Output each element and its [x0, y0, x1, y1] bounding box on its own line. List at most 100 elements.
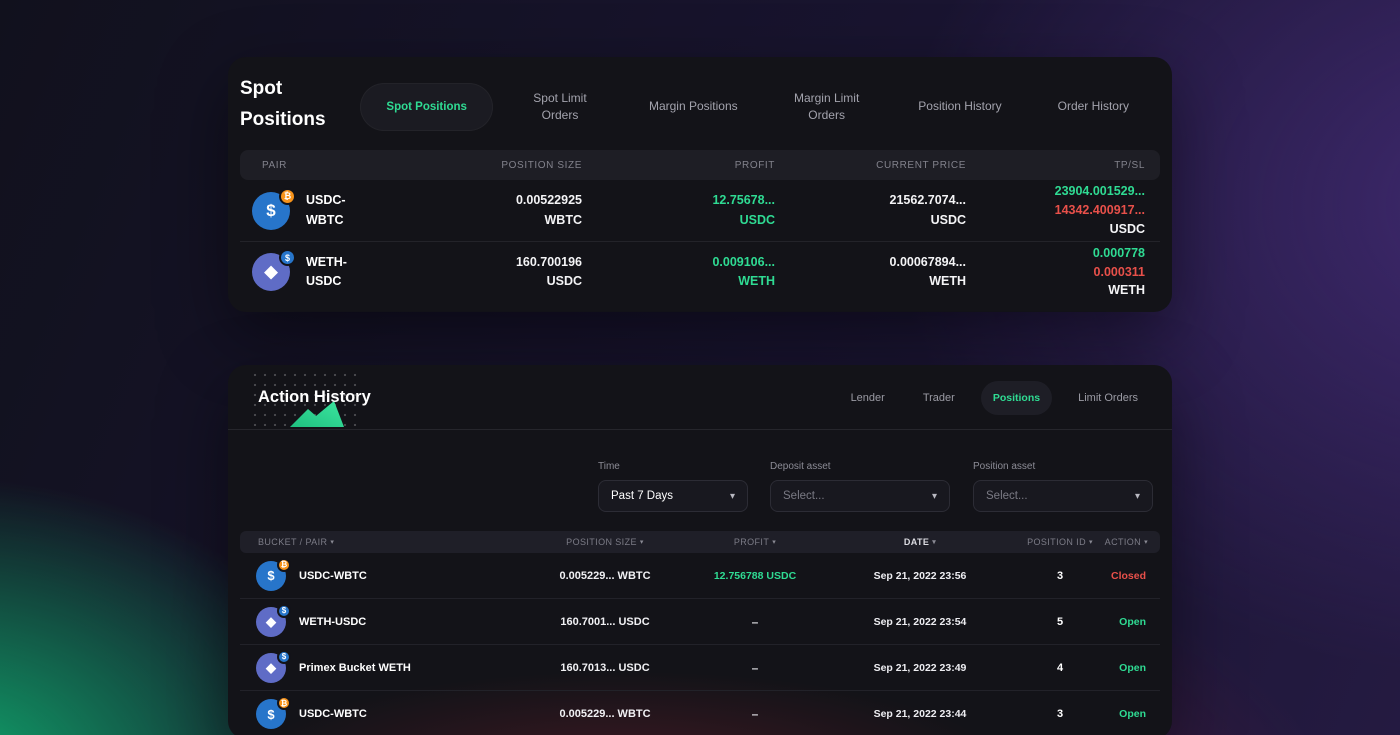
position-size-cell: 0.005229... WBTC: [559, 708, 651, 720]
position-size-unit: WBTC: [544, 212, 583, 227]
column-label: POSITION ID: [1027, 537, 1086, 547]
table-row: $ ₿ USDC-WBTC 0.005229... WBTC 12.756788…: [240, 553, 1160, 599]
action-history-tabs: Lender Trader Positions Limit Orders: [839, 379, 1150, 417]
column-header-current-price: CURRENT PRICE: [876, 159, 966, 171]
column-header-tpsl: TP/SL: [1114, 159, 1145, 171]
column-header-date[interactable]: DATE ▾: [820, 537, 1020, 547]
table-row: ◆ $ WETH- USDC 160.700196 USDC 0.009106.…: [240, 241, 1160, 302]
stop-loss-value: 0.000311: [1093, 264, 1145, 279]
pair-name: USDC- WBTC: [306, 191, 346, 230]
wbtc-badge-icon: ₿: [277, 696, 291, 710]
tpsl-cell: 0.000778 0.000311 WETH: [966, 244, 1145, 300]
take-profit-value: 23904.001529...: [1054, 184, 1145, 199]
column-header-action[interactable]: ACTION ▾: [1100, 537, 1160, 547]
sort-caret-icon: ▾: [639, 539, 644, 546]
position-size-cell: 0.00522925 WBTC: [462, 191, 582, 230]
chevron-down-icon: ▾: [729, 490, 735, 502]
pair-cell: ◆ $ Primex Bucket WETH: [240, 649, 520, 683]
pair-cell: $ ₿ USDC-WBTC: [240, 557, 520, 591]
tab-label: Order History: [1057, 99, 1129, 114]
pair-name: Primex Bucket WETH: [299, 661, 411, 674]
current-price-unit: WETH: [929, 274, 966, 288]
usdc-badge-icon: $: [279, 249, 296, 266]
column-label: ACTION: [1104, 537, 1142, 547]
usdc-badge-icon: $: [277, 603, 291, 618]
tab-order-history[interactable]: Order History: [1027, 83, 1160, 131]
column-header-position-size: POSITION SIZE: [501, 159, 582, 171]
tab-limit-orders[interactable]: Limit Orders: [1078, 392, 1138, 404]
pair-name: WETH- USDC: [306, 253, 347, 292]
tab-trader[interactable]: Trader: [922, 392, 955, 404]
sort-caret-icon: ▾: [1088, 539, 1093, 546]
tab-spot-limit-orders[interactable]: Spot Limit Orders: [493, 83, 626, 131]
column-header-profit[interactable]: PROFIT ▾: [690, 537, 820, 547]
pair-icon: ◆ $: [256, 603, 291, 637]
tab-lender[interactable]: Lender: [850, 392, 885, 404]
pair-icon: $ ₿: [256, 557, 291, 591]
tab-spot-positions[interactable]: Spot Positions: [360, 83, 494, 131]
usdc-icon: $: [256, 560, 286, 591]
pair-name-line1: WETH-: [306, 254, 347, 269]
column-label: PROFIT: [733, 537, 770, 547]
profit-cell: –: [751, 614, 759, 629]
spot-positions-panel: Spot Positions Spot Positions Spot Limit…: [228, 57, 1172, 312]
time-select[interactable]: Past 7 Days ▾: [598, 480, 748, 512]
sort-caret-icon: ▾: [772, 539, 777, 546]
action-status: Open: [1119, 661, 1146, 674]
pair-cell: ◆ $ WETH- USDC: [240, 249, 462, 292]
time-filter: Time Past 7 Days ▾: [598, 461, 748, 512]
date-cell: Sep 21, 2022 23:56: [873, 569, 967, 582]
pair-name-line2: WBTC: [306, 212, 344, 227]
column-label: POSITION SIZE: [566, 537, 637, 547]
usdc-badge-icon: $: [277, 649, 291, 664]
column-header-bucket-pair[interactable]: BUCKET / PAIR ▾: [240, 537, 520, 547]
chevron-down-icon: ▾: [931, 490, 937, 502]
spot-table-body: $ ₿ USDC- WBTC 0.00522925 WBTC 12.75678.…: [240, 180, 1160, 302]
wbtc-badge-icon: ₿: [277, 557, 291, 572]
pair-name-line1: USDC-: [306, 193, 346, 208]
spot-panel-title-line1: Spot: [240, 78, 283, 99]
table-row: ◆ $ WETH-USDC 160.7001... USDC – Sep 21,…: [240, 599, 1160, 645]
deposit-asset-filter: Deposit asset Select... ▾: [770, 461, 950, 512]
chevron-down-icon: ▾: [1134, 490, 1140, 502]
tab-position-history[interactable]: Position History: [893, 83, 1026, 131]
sort-caret-icon: ▾: [932, 539, 937, 546]
deposit-asset-select[interactable]: Select... ▾: [770, 480, 950, 512]
tab-margin-limit-orders[interactable]: Margin Limit Orders: [760, 83, 893, 131]
table-row: $ ₿ USDC- WBTC 0.00522925 WBTC 12.75678.…: [240, 180, 1160, 241]
column-header-position-size[interactable]: POSITION SIZE ▾: [520, 537, 690, 547]
history-table-body: $ ₿ USDC-WBTC 0.005229... WBTC 12.756788…: [240, 553, 1160, 735]
position-size-cell: 160.7013... USDC: [560, 661, 650, 674]
tab-positions[interactable]: Positions: [980, 381, 1053, 415]
tab-label: Margin Limit Orders: [793, 90, 860, 122]
wbtc-badge-icon: ₿: [279, 187, 296, 205]
sort-caret-icon: ▾: [330, 539, 335, 546]
profit-cell: 0.009106... WETH: [582, 253, 775, 292]
position-asset-select[interactable]: Select... ▾: [973, 480, 1153, 512]
profit-cell: 12.756788 USDC: [713, 569, 797, 582]
position-id-cell: 5: [1056, 615, 1064, 628]
profit-value: 0.009106...: [712, 254, 775, 269]
table-row: ◆ $ Primex Bucket WETH 160.7013... USDC …: [240, 645, 1160, 691]
action-status: Closed: [1110, 569, 1146, 582]
tab-label: Spot Limit Orders: [533, 90, 587, 122]
pair-cell: ◆ $ WETH-USDC: [240, 603, 520, 637]
position-asset-label: Position asset: [973, 461, 1036, 472]
tab-margin-positions[interactable]: Margin Positions: [627, 83, 760, 131]
action-status: Open: [1119, 708, 1146, 720]
action-history-title: Action History: [258, 388, 371, 406]
position-asset-value: Select...: [986, 490, 1028, 502]
take-profit-value: 0.000778: [1092, 245, 1145, 260]
date-cell: Sep 21, 2022 23:44: [873, 708, 967, 720]
column-header-position-id[interactable]: POSITION ID ▾: [1020, 537, 1100, 547]
position-id-cell: 3: [1056, 569, 1064, 582]
tab-label: Position History: [918, 99, 1002, 114]
position-id-cell: 4: [1056, 661, 1064, 674]
stop-loss-value: 14342.400917...: [1054, 203, 1145, 218]
current-price-cell: 0.00067894... WETH: [775, 253, 966, 292]
deposit-asset-value: Select...: [783, 490, 825, 502]
spot-tabs: Spot Positions Spot Limit Orders Margin …: [360, 71, 1160, 143]
column-label: DATE: [903, 537, 930, 547]
pair-icon: $ ₿: [256, 696, 291, 729]
profit-cell: 12.75678... USDC: [582, 191, 775, 230]
